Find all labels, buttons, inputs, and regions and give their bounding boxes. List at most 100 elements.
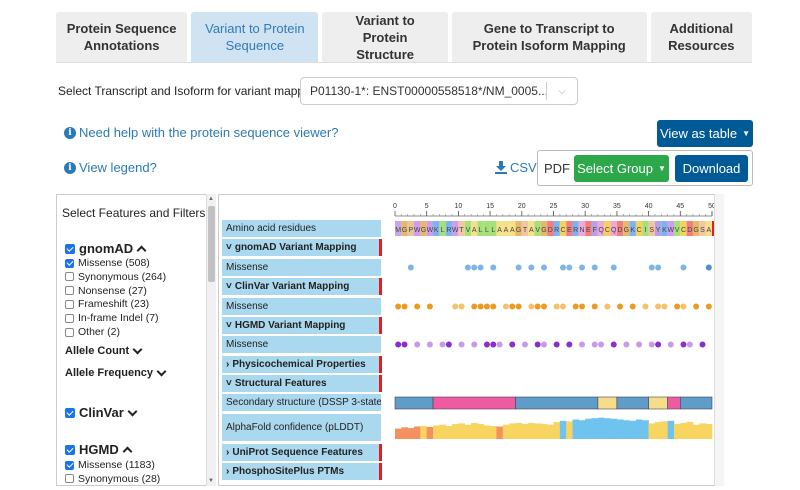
residue-letter: S <box>649 227 654 234</box>
csv-download-link[interactable]: CSV <box>495 160 537 175</box>
filter-option-checkbox[interactable] <box>65 474 74 484</box>
secondary-structure-segment <box>648 396 668 410</box>
tab-additional-resources[interactable]: Additional Resources <box>650 12 753 62</box>
track-group-header[interactable]: ˅ Structural Features <box>222 375 381 392</box>
chevron-up-icon[interactable] <box>136 245 147 256</box>
clinvar-checkbox[interactable] <box>65 407 75 418</box>
filter-option-checkbox[interactable] <box>65 460 74 470</box>
gnomad-group-toggle[interactable]: gnomAD <box>65 241 147 256</box>
hgmd-checkbox[interactable] <box>65 444 75 455</box>
gnomad-checkbox[interactable] <box>65 243 75 254</box>
hgmd-variant-dot <box>610 341 617 348</box>
filter-option-checkbox[interactable] <box>65 313 74 323</box>
residue-cell <box>496 221 503 236</box>
track-group-header[interactable]: › PhosphoSitePlus PTMs <box>222 463 381 480</box>
gnomad-variant-dot <box>680 264 687 271</box>
select-group-button[interactable]: Select Group ▼ <box>574 155 669 182</box>
clinvar-variant-dot <box>471 303 478 310</box>
track-group-header[interactable]: › UniProt Sequence Features <box>222 444 381 461</box>
gnomad-variant-dot <box>566 264 573 271</box>
track-label-text: HGMD Variant Mapping <box>234 320 346 331</box>
clinvar-variant-dot <box>705 303 712 310</box>
tab-variant-to-protein-sequence[interactable]: Variant to Protein Sequence <box>191 12 319 62</box>
chevron-up-icon[interactable] <box>122 446 133 457</box>
track-group-header[interactable]: ˅ HGMD Variant Mapping <box>222 317 381 334</box>
filter-option[interactable]: Synonymous (264) <box>65 271 166 283</box>
filter-panel-scrollbar[interactable]: ▲ ▼ <box>206 194 216 486</box>
hgmd-group-toggle[interactable]: HGMD <box>65 442 133 457</box>
hgmd-variant-dot <box>598 341 605 348</box>
residue-letter: V <box>675 227 680 234</box>
clinvar-group-toggle[interactable]: ClinVar <box>65 405 138 420</box>
gnomad-variant-dot <box>540 264 547 271</box>
tab-gene-to-transcript[interactable]: Gene to Transcript to Protein Isoform Ma… <box>451 12 647 62</box>
chevron-down-icon[interactable] <box>127 406 138 416</box>
scroll-up-icon[interactable]: ▲ <box>208 196 214 202</box>
gnomad-variant-dot <box>705 264 712 271</box>
filter-option-checkbox[interactable] <box>65 272 74 282</box>
track-group-header[interactable]: ˅ gnomAD Variant Mapping <box>222 239 381 256</box>
track-group-header[interactable]: › Physicochemical Properties <box>222 356 381 373</box>
residue-letter: K <box>662 227 667 234</box>
info-icon: i <box>64 126 76 139</box>
transcript-select[interactable]: P01130-1*: ENST00000558518*/NM_0005... ⌵ <box>300 77 578 105</box>
allele-frequency-toggle[interactable]: Allele Frequency <box>65 366 167 379</box>
select-separator <box>546 82 548 100</box>
export-group: PDF Select Group ▼ Download <box>537 150 753 186</box>
track-label-text: Amino acid residues <box>226 223 317 234</box>
gnomad-variant-dot <box>579 264 586 271</box>
view-as-table-button[interactable]: View as table ▼ <box>657 120 753 147</box>
residue-cell <box>610 221 617 236</box>
view-legend-link[interactable]: i View legend? <box>64 160 157 175</box>
clinvar-label: ClinVar <box>79 405 124 420</box>
sequence-viewer: Amino acid residues ˅ gnomAD Variant Mappi… <box>218 194 724 486</box>
residue-cell <box>426 221 434 236</box>
gnomad-variant-dot <box>407 264 414 271</box>
tab-variant-to-protein-structure[interactable]: Variant to Protein Structure <box>322 12 448 62</box>
residue-cell <box>705 221 712 236</box>
plddt-bar <box>623 420 630 439</box>
filter-option[interactable]: Missense (1183) <box>65 459 155 471</box>
filter-option-checkbox[interactable] <box>65 286 74 296</box>
filter-option[interactable]: Missense (508) <box>65 257 150 269</box>
hgmd-variant-dot <box>414 341 421 348</box>
residue-cell <box>464 221 472 236</box>
filter-option[interactable]: In-frame Indel (7) <box>65 312 159 324</box>
pdf-label: PDF <box>544 161 570 176</box>
filter-option-label: Other (2) <box>78 326 121 338</box>
button-label: Select Group <box>577 161 653 176</box>
viewer-scrollbar[interactable] <box>714 194 724 486</box>
filter-option[interactable]: Synonymous (28) <box>65 473 160 485</box>
filter-option[interactable]: Other (2) <box>65 326 120 338</box>
allele-count-toggle[interactable]: Allele Count <box>65 344 143 357</box>
track-label: AlphaFold confidence (pLDDT) <box>222 414 381 441</box>
plddt-bar <box>490 426 497 439</box>
scroll-down-icon[interactable]: ▼ <box>208 478 214 484</box>
hgmd-variant-dot <box>667 341 674 348</box>
scroll-thumb[interactable] <box>208 206 215 282</box>
track-group-header[interactable]: ˅ ClinVar Variant Mapping <box>222 278 381 295</box>
residue-cell <box>572 221 579 236</box>
plddt-bar <box>395 428 402 439</box>
ruler-tick-label: 50 <box>708 203 716 210</box>
filter-option-checkbox[interactable] <box>65 327 74 337</box>
chevron-down-icon: ˅ <box>226 281 232 292</box>
residue-letter: V <box>535 227 540 234</box>
tab-protein-sequence-annotations[interactable]: Protein Sequence Annotations <box>56 12 188 62</box>
filter-option[interactable]: Frameshift (23) <box>65 298 149 310</box>
filter-option-checkbox[interactable] <box>65 299 74 309</box>
gnomad-variant-dot <box>490 264 497 271</box>
clinvar-variant-dot <box>604 303 611 310</box>
chevron-down-icon[interactable]: ⌵ <box>558 85 566 97</box>
filter-option-checkbox[interactable] <box>65 258 74 268</box>
residue-cell <box>528 221 535 236</box>
clinvar-variant-dot <box>414 303 421 310</box>
filter-option[interactable]: Nonsense (27) <box>65 285 147 297</box>
residue-cell <box>578 221 586 236</box>
clinvar-variant-dot <box>509 303 516 310</box>
residue-letter: Y <box>656 227 661 234</box>
plddt-bar <box>420 426 427 439</box>
protein-viewer-help-link[interactable]: i Need help with the protein sequence vi… <box>64 125 338 140</box>
download-button[interactable]: Download <box>675 155 748 182</box>
residue-letter: F <box>593 227 597 234</box>
